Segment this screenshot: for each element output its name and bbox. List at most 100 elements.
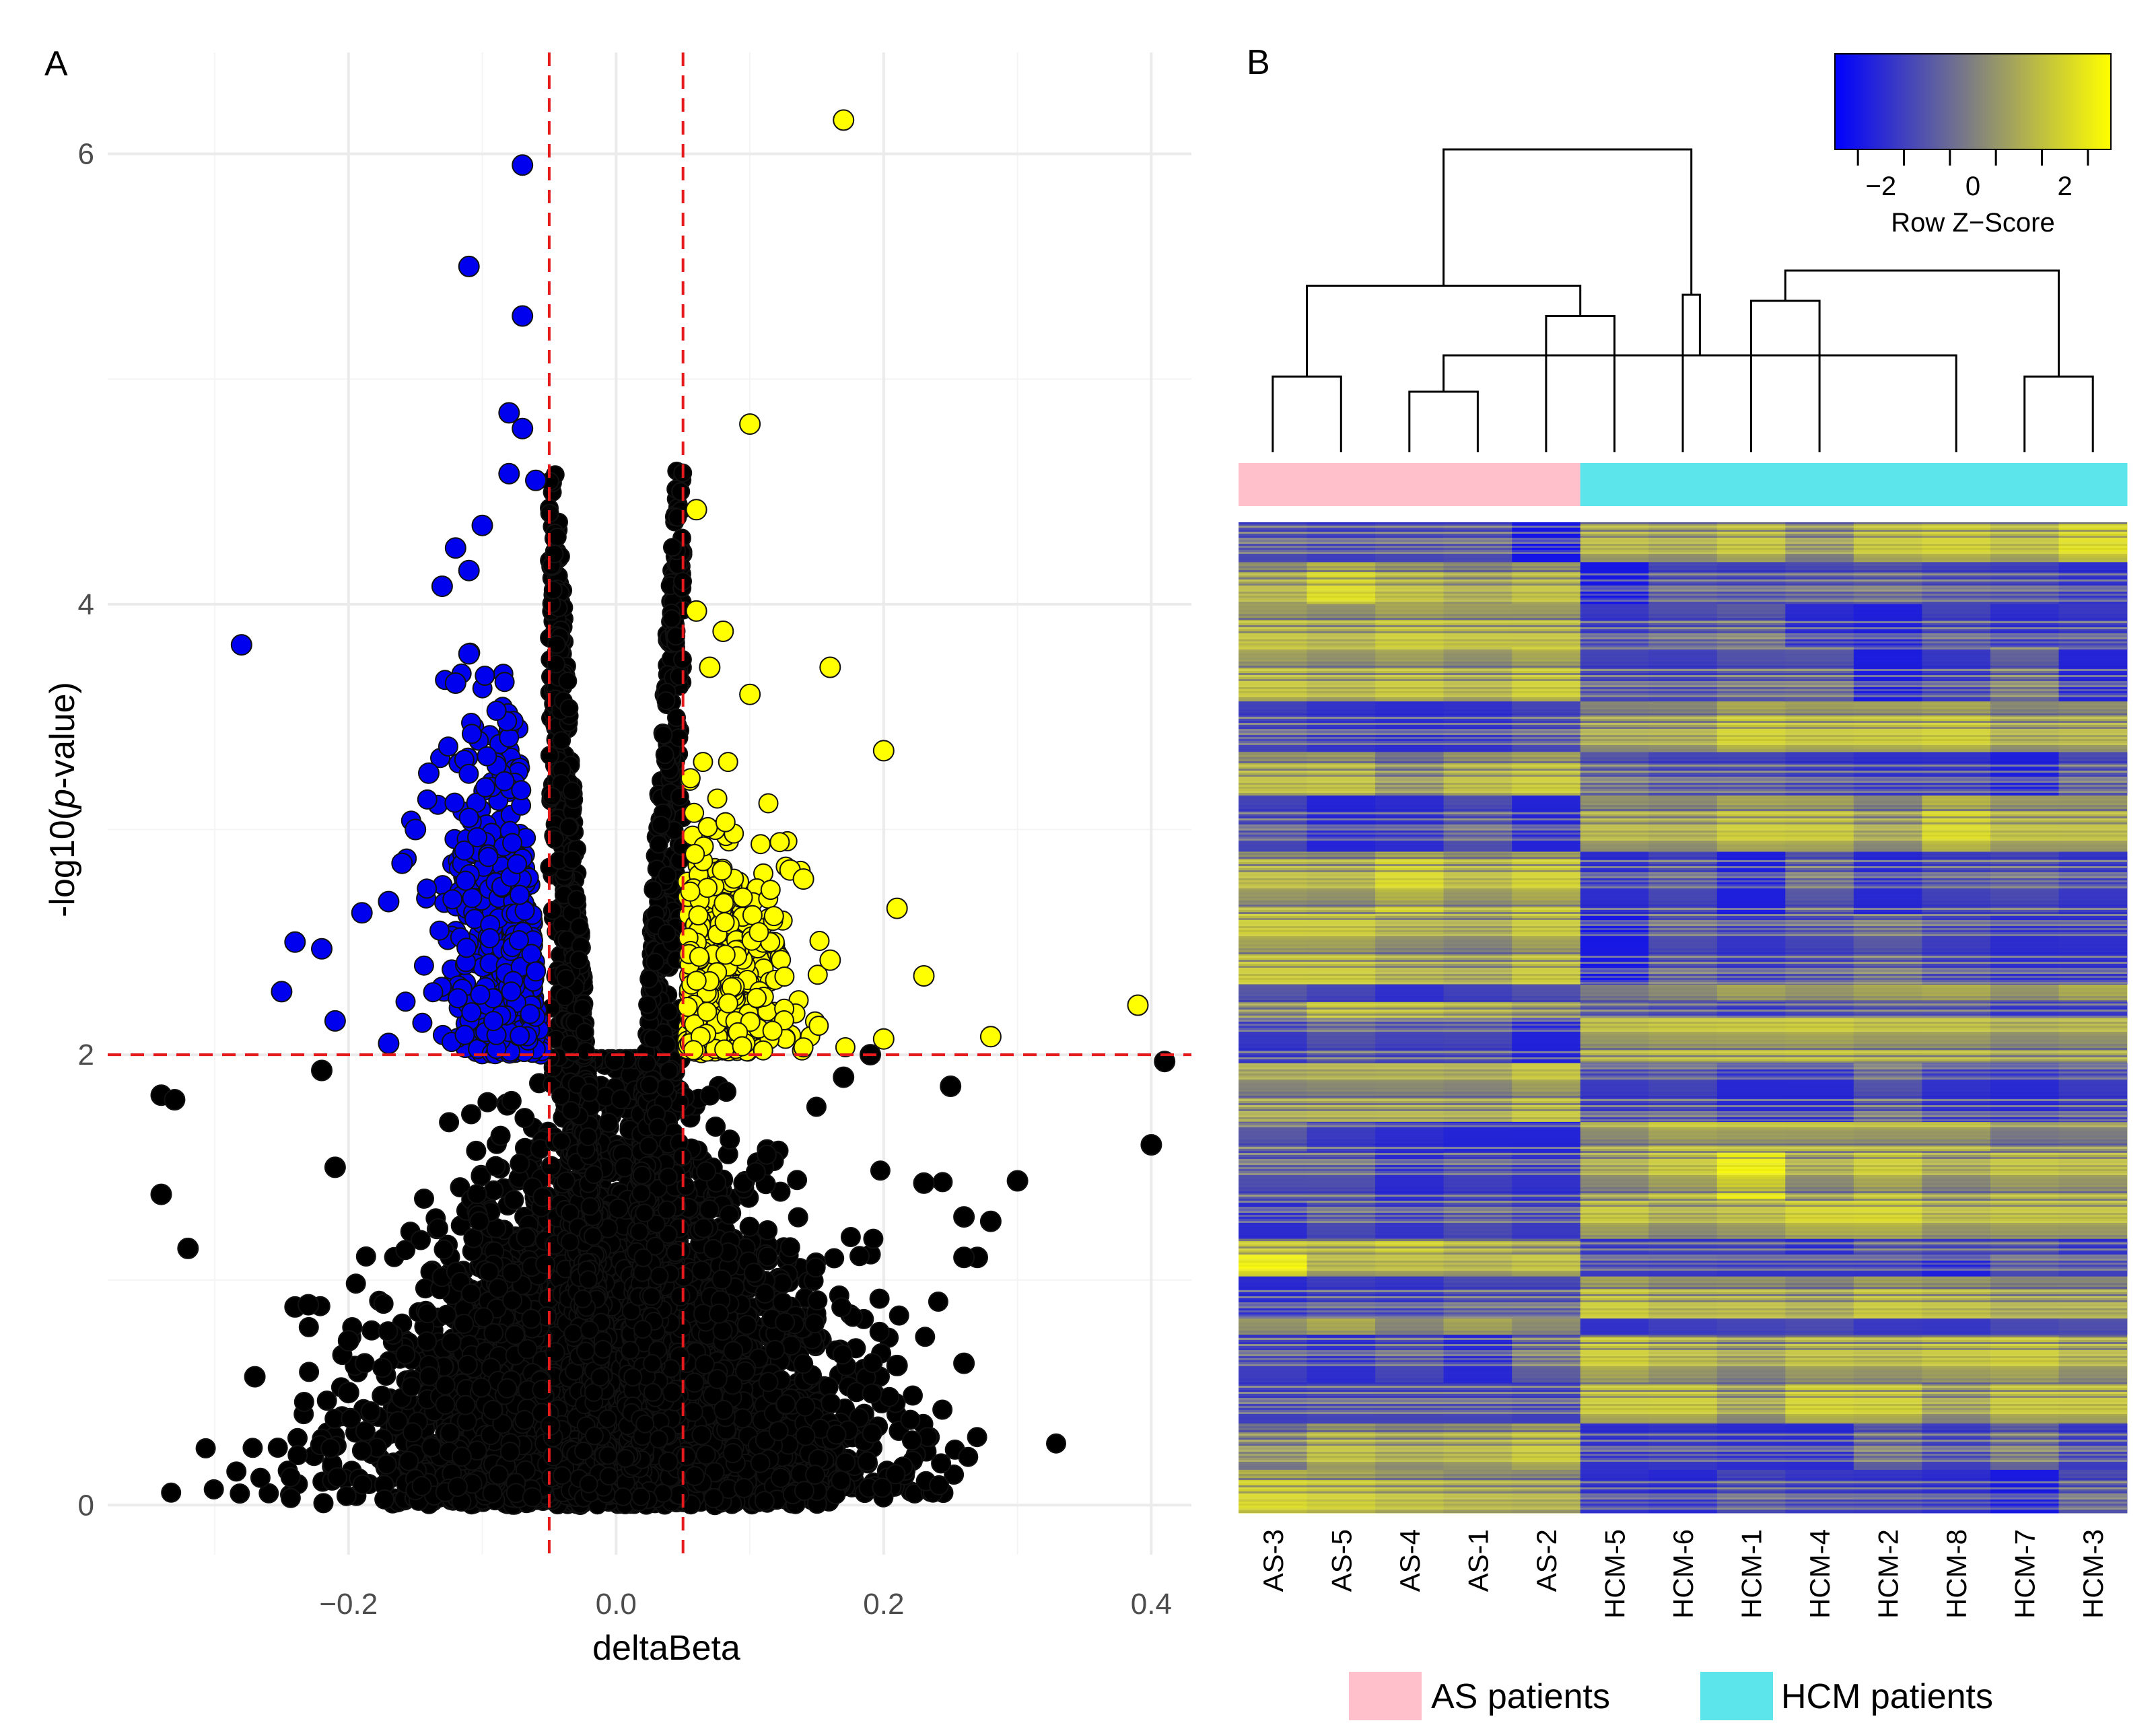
point-ns	[354, 1353, 375, 1374]
point-ns	[258, 1483, 279, 1504]
point-ns	[267, 1438, 288, 1458]
point-ns	[395, 1240, 416, 1261]
point-ns	[775, 1394, 796, 1415]
point-ns	[428, 1218, 448, 1238]
point-ns	[293, 1392, 314, 1412]
point-ns	[287, 1428, 308, 1448]
point-ns	[807, 1290, 828, 1311]
point-ns	[298, 1316, 319, 1337]
point-ns	[436, 1304, 457, 1325]
point-ns	[614, 1157, 635, 1178]
point-ns	[250, 1467, 271, 1488]
point-ns	[879, 1386, 900, 1407]
point-ns	[885, 1464, 906, 1485]
point-ns	[514, 1409, 535, 1430]
point-ns	[757, 1220, 778, 1240]
point-ns	[754, 1491, 775, 1512]
point-ns	[485, 1156, 506, 1176]
point-ns	[684, 1372, 705, 1393]
point-ns	[805, 1257, 826, 1278]
point-ns	[743, 1263, 764, 1283]
point-ns	[928, 1292, 948, 1312]
point-ns	[299, 1362, 320, 1382]
point-ns	[352, 1474, 373, 1495]
point-ns	[821, 1393, 841, 1413]
point-ns	[316, 1390, 337, 1411]
point-ns	[451, 1446, 472, 1467]
point-ns	[889, 1305, 909, 1326]
point-ns	[497, 1378, 518, 1399]
point-ns	[454, 1313, 475, 1334]
point-ns	[552, 1131, 571, 1151]
point-ns	[849, 1246, 870, 1267]
point-ns	[203, 1479, 224, 1500]
point-ns	[944, 1465, 965, 1485]
point-ns	[402, 1422, 423, 1443]
point-ns	[447, 1477, 468, 1497]
point-ns	[900, 1409, 921, 1430]
point-ns	[195, 1438, 216, 1458]
point-ns	[499, 1442, 520, 1462]
point-ns	[230, 1483, 250, 1504]
point-ns	[668, 1485, 689, 1506]
point-ns	[469, 1211, 490, 1232]
point-ns	[722, 1443, 743, 1463]
point-ns	[723, 1341, 744, 1362]
point-ns	[696, 1161, 716, 1182]
volcano-points	[150, 109, 1176, 1516]
point-ns	[411, 1476, 432, 1496]
point-ns	[768, 1421, 789, 1442]
point-ns	[376, 1454, 397, 1475]
point-ns	[693, 1218, 714, 1238]
point-ns	[735, 1361, 755, 1382]
point-ns	[611, 1089, 631, 1110]
point-ns	[439, 1112, 460, 1133]
point-ns	[707, 1369, 728, 1389]
point-ns	[739, 1216, 760, 1237]
point-ns	[395, 1344, 416, 1365]
point-ns	[471, 1377, 491, 1398]
point-ns	[461, 1104, 481, 1125]
point-ns	[522, 1487, 543, 1508]
point-ns	[901, 1430, 922, 1451]
point-ns	[691, 1260, 712, 1281]
point-ns	[788, 1207, 808, 1228]
point-ns	[373, 1294, 394, 1314]
point-ns	[765, 1339, 786, 1360]
point-ns	[869, 1321, 890, 1342]
point-ns	[683, 1401, 703, 1422]
point-ns	[433, 1239, 454, 1260]
point-ns	[398, 1450, 419, 1471]
point-ns	[857, 1451, 878, 1472]
point-ns	[488, 1465, 509, 1485]
point-ns	[840, 1227, 861, 1247]
point-ns	[516, 1227, 536, 1248]
point-ns	[831, 1297, 852, 1318]
point-ns	[552, 1466, 571, 1485]
point-ns	[417, 1331, 438, 1352]
point-ns	[521, 1308, 542, 1329]
point-ns	[598, 1113, 619, 1133]
point-ns	[824, 1248, 845, 1269]
point-ns	[793, 1353, 814, 1374]
point-ns	[714, 1399, 734, 1420]
point-ns	[355, 1246, 376, 1267]
point-ns	[372, 1385, 392, 1406]
point-ns	[336, 1485, 357, 1506]
point-ns	[482, 1483, 503, 1504]
point-ns	[401, 1376, 421, 1397]
point-ns	[341, 1408, 361, 1429]
point-ns	[779, 1237, 800, 1258]
point-ns	[732, 1408, 753, 1429]
point-ns	[460, 1283, 481, 1304]
point-ns	[862, 1383, 882, 1404]
point-ns	[915, 1327, 936, 1347]
point-ns	[503, 1190, 524, 1210]
point-ns	[869, 1288, 890, 1309]
point-ns	[734, 1477, 755, 1498]
point-ns	[862, 1353, 883, 1374]
point-ns	[351, 1440, 372, 1461]
point-ns	[1046, 1433, 1066, 1454]
